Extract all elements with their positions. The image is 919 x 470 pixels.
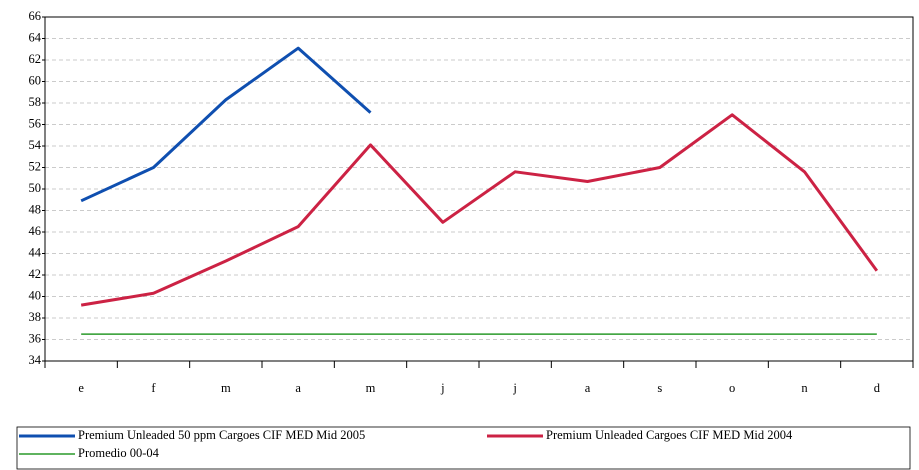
y-tick-label: 54: [29, 138, 42, 152]
y-tick-label: 58: [29, 95, 42, 109]
x-tick-label: n: [801, 381, 808, 395]
series-line: [80, 113, 879, 307]
x-tick-label: o: [729, 381, 735, 395]
x-tick-label: d: [874, 381, 881, 395]
y-tick-label: 50: [29, 181, 42, 195]
x-tick-label: f: [151, 381, 156, 395]
y-tick-label: 64: [29, 30, 42, 44]
y-tick-label: 36: [29, 331, 42, 345]
y-tick-label: 46: [29, 224, 42, 238]
x-tick-label: a: [295, 381, 301, 395]
legend-label: Premium Unleaded Cargoes CIF MED Mid 200…: [546, 428, 793, 442]
y-tick-label: 48: [29, 202, 42, 216]
legend-label: Premium Unleaded 50 ppm Cargoes CIF MED …: [78, 428, 365, 442]
x-tick-label: e: [78, 381, 84, 395]
y-tick-label: 42: [29, 267, 42, 281]
series-line: [80, 46, 372, 203]
x-tick-label: j: [440, 381, 444, 395]
legend-label: Promedio 00-04: [78, 446, 160, 460]
x-tick-label: m: [366, 381, 376, 395]
y-tick-label: 40: [29, 288, 42, 302]
y-tick-label: 34: [29, 353, 42, 367]
x-tick-label: m: [221, 381, 231, 395]
x-tick-label: j: [512, 381, 516, 395]
y-tick-label: 66: [29, 9, 42, 23]
x-tick-label: s: [657, 381, 662, 395]
legend-box: [16, 426, 911, 470]
y-tick-label: 52: [29, 159, 42, 173]
y-tick-label: 56: [29, 116, 42, 130]
y-tick-label: 60: [29, 73, 42, 87]
y-tick-label: 38: [29, 310, 42, 324]
y-tick-label: 44: [29, 245, 42, 259]
y-tick-label: 62: [29, 52, 42, 66]
x-tick-label: a: [585, 381, 591, 395]
